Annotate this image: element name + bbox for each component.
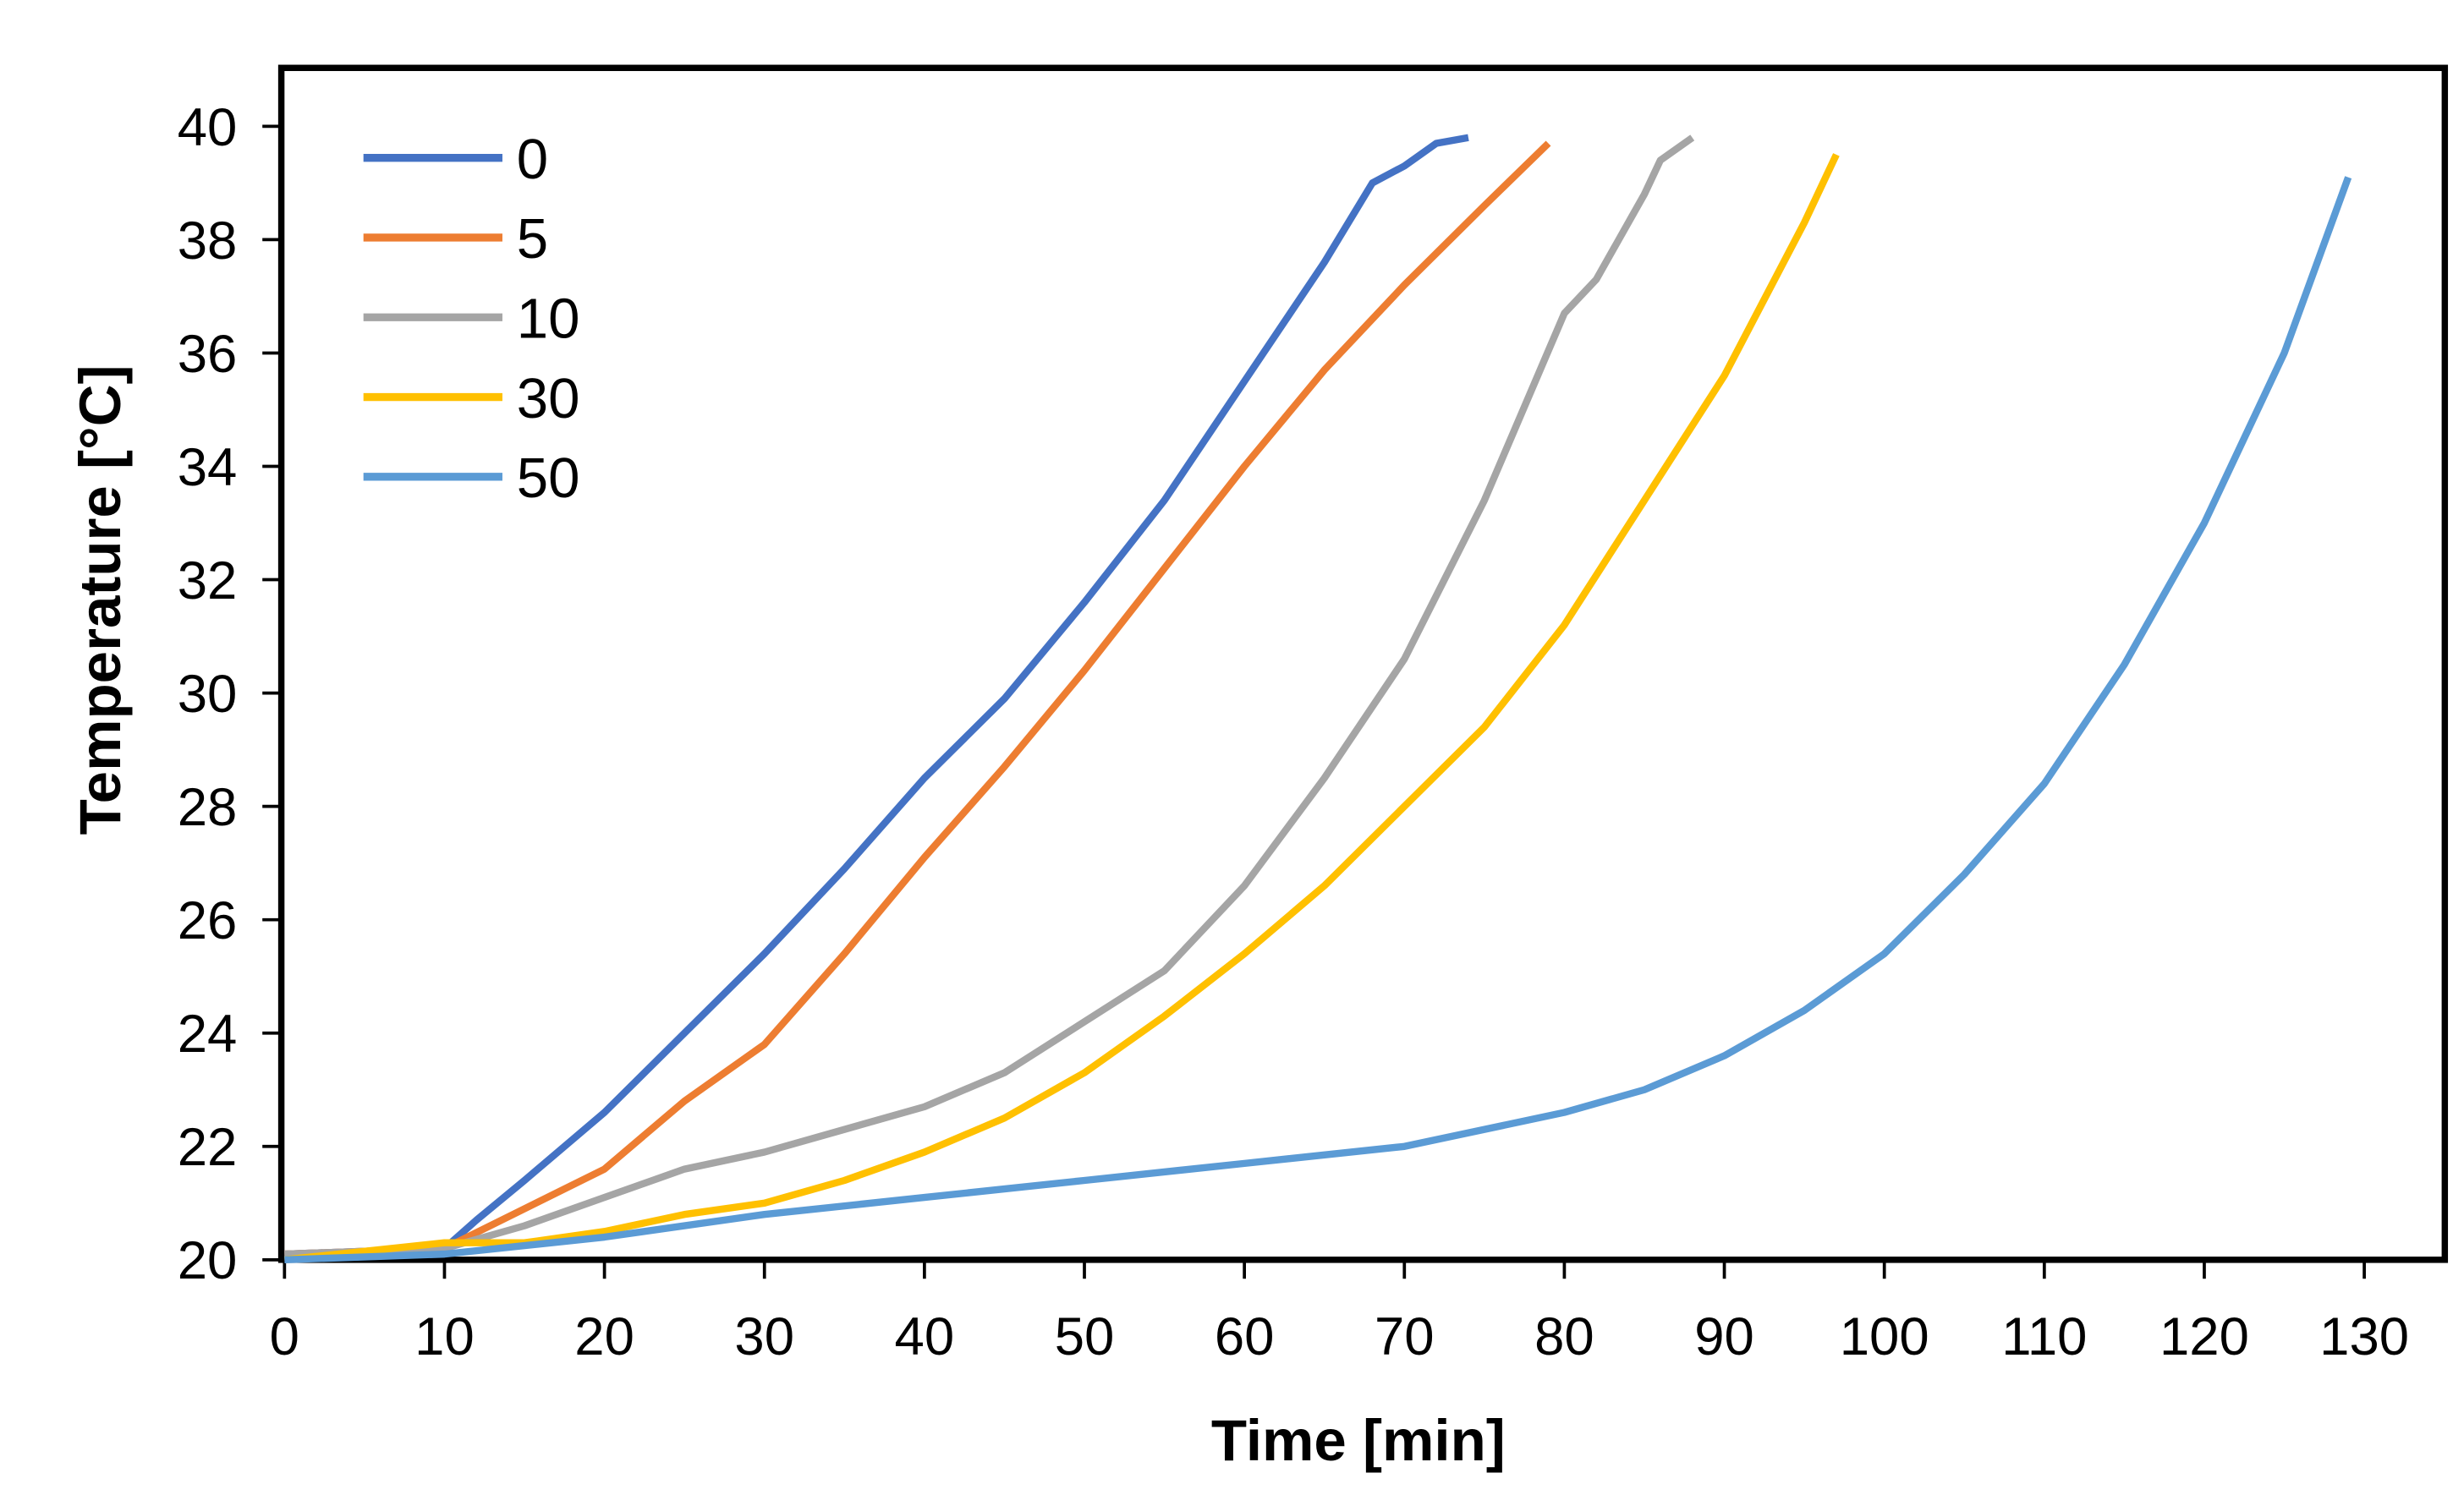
y-tick-label: 32 — [178, 551, 238, 611]
series-line-30 — [283, 153, 1840, 1264]
y-tick-label: 26 — [178, 891, 238, 950]
y-tick-label: 24 — [178, 1005, 238, 1064]
x-tick-label: 60 — [1215, 1307, 1275, 1366]
x-tick-label: 30 — [734, 1307, 794, 1366]
plot-frame — [277, 64, 2449, 1263]
legend-label: 10 — [517, 288, 580, 351]
series-line-10 — [284, 134, 1695, 1258]
y-tick-label: 34 — [178, 438, 238, 497]
series-line-5 — [284, 140, 1551, 1258]
y-tick-label: 30 — [178, 665, 238, 724]
x-tick-label: 110 — [2001, 1307, 2087, 1366]
y-tick-label: 40 — [178, 98, 238, 157]
x-tick-label: 90 — [1694, 1307, 1754, 1366]
y-tick-label: 20 — [178, 1231, 238, 1290]
x-tick-label: 10 — [414, 1307, 475, 1366]
x-tick-label: 100 — [1840, 1307, 1929, 1366]
y-tick-label: 22 — [178, 1118, 238, 1177]
x-tick-label: 50 — [1055, 1307, 1115, 1366]
x-tick-label: 130 — [2319, 1307, 2409, 1366]
x-axis-title: Time [min] — [1211, 1407, 1506, 1473]
x-tick-label: 120 — [2159, 1307, 2249, 1366]
y-axis-title: Temperature [°C] — [67, 364, 133, 835]
x-tick-label: 80 — [1534, 1307, 1594, 1366]
y-tick-label: 36 — [178, 325, 238, 384]
y-tick-label: 38 — [178, 211, 238, 271]
y-tick-label: 28 — [178, 778, 238, 837]
x-tick-label: 0 — [270, 1307, 299, 1366]
legend-label: 50 — [517, 446, 580, 510]
legend-label: 5 — [517, 207, 548, 271]
x-tick-label: 20 — [574, 1307, 634, 1366]
legend-label: 30 — [517, 367, 580, 430]
series-line-50 — [284, 176, 2352, 1264]
x-tick-label: 40 — [895, 1307, 955, 1366]
x-tick-label: 70 — [1375, 1307, 1435, 1366]
series-line-0 — [284, 134, 1469, 1258]
legend-label: 0 — [517, 128, 548, 191]
